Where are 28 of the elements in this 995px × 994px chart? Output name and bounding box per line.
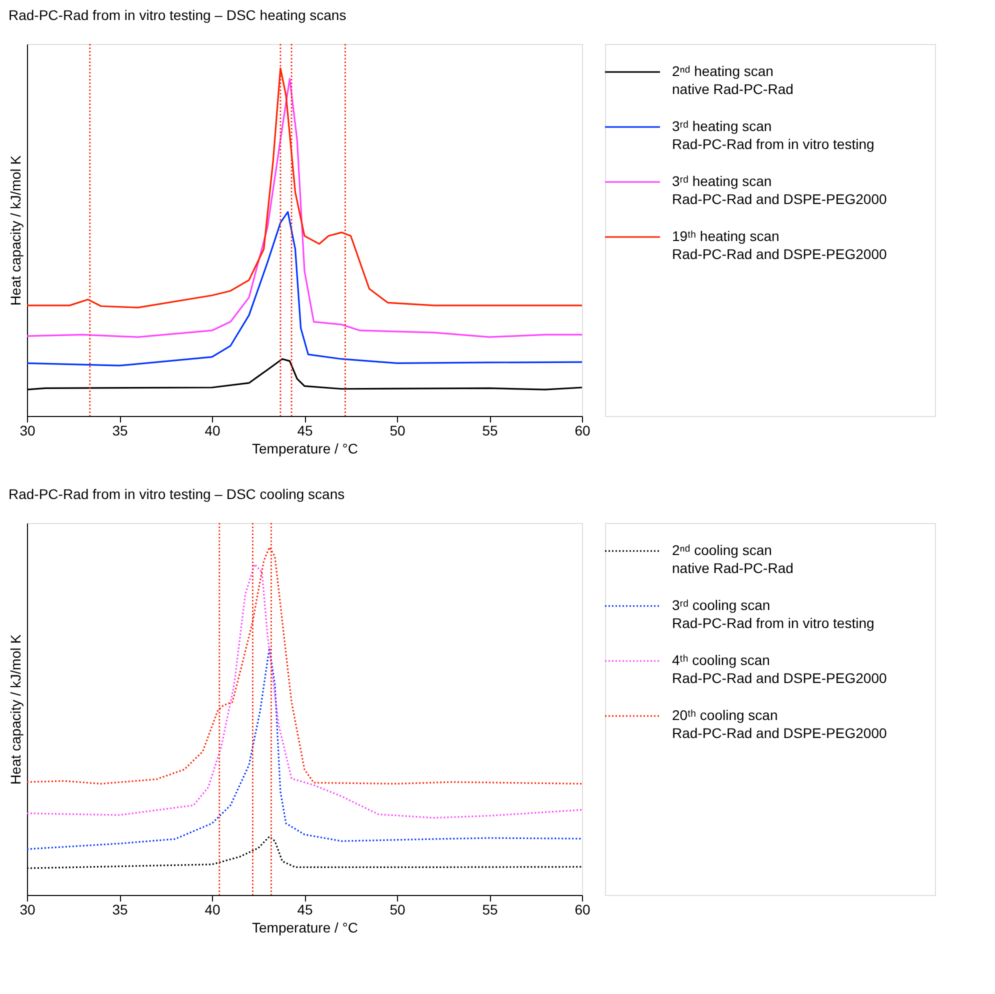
x-tick-label: 35 xyxy=(112,902,128,918)
x-tick-label: 55 xyxy=(482,422,498,438)
y-axis-title: Heat capacity / kJ/mol K xyxy=(8,634,24,785)
x-tick-label: 50 xyxy=(390,902,406,918)
x-tick-label: 35 xyxy=(112,422,128,438)
x-tick-label: 40 xyxy=(204,422,220,438)
legend-label: 3ʳᵈ heating scan Rad-PC-Rad and DSPE-PEG2000 xyxy=(672,173,887,207)
legend-label: 19ᵗʰ heating scan Rad-PC-Rad and DSPE-PEG2000 xyxy=(672,228,887,262)
x-axis-title: Temperature / °C xyxy=(252,920,358,936)
chart-title: Rad-PC-Rad from in vitro testing – DSC cooling scans xyxy=(8,486,345,502)
legend-label: 3ʳᵈ heating scan Rad-PC-Rad from in vitro testing xyxy=(672,118,874,152)
x-tick-label: 30 xyxy=(20,902,36,918)
y-axis-title: Heat capacity / kJ/mol K xyxy=(8,154,24,306)
x-tick-label: 55 xyxy=(482,902,498,918)
legend-label: 20ᵗʰ cooling scan Rad-PC-Rad and DSPE-PEG2000 xyxy=(672,707,887,741)
legend-label: 2ⁿᵈ heating scan native Rad-PC-Rad xyxy=(672,63,794,97)
x-tick-label: 30 xyxy=(20,422,36,438)
chart-title: Rad-PC-Rad from in vitro testing – DSC heating scans xyxy=(8,6,346,23)
legend-label: 4ᵗʰ cooling scan Rad-PC-Rad and DSPE-PEG2000 xyxy=(672,652,887,686)
x-tick-label: 60 xyxy=(574,422,590,438)
legend-label: 2ⁿᵈ cooling scan native Rad-PC-Rad xyxy=(672,542,794,576)
x-tick-label: 40 xyxy=(204,902,220,918)
legend-label: 3ʳᵈ cooling scan Rad-PC-Rad from in vitro testing xyxy=(672,597,874,631)
x-axis-title: Temperature / °C xyxy=(252,440,358,456)
x-tick-label: 60 xyxy=(574,902,590,918)
x-tick-label: 45 xyxy=(297,902,313,918)
x-tick-label: 45 xyxy=(297,422,313,438)
x-tick-label: 50 xyxy=(390,422,406,438)
